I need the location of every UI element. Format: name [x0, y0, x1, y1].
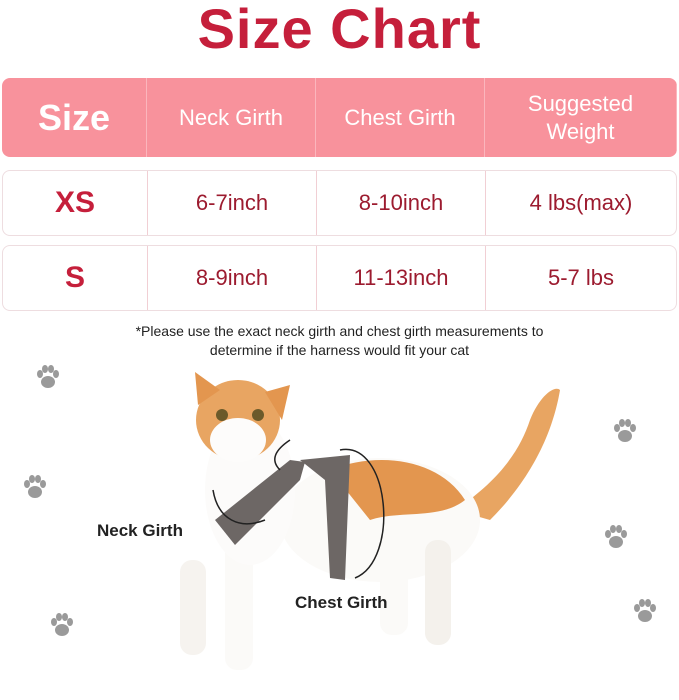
chest-cell: 11-13inch [317, 246, 486, 310]
chest-cell: 8-10inch [317, 171, 486, 235]
table-header: Size Neck Girth Chest Girth Suggested We… [2, 78, 677, 157]
neck-cell: 6-7inch [148, 171, 317, 235]
page-title: Size Chart [197, 0, 482, 60]
neck-cell: 8-9inch [148, 246, 317, 310]
header-neck-girth: Neck Girth [147, 78, 316, 157]
neck-girth-label: Neck Girth [97, 521, 183, 540]
paw-print-icon [614, 419, 636, 442]
header-suggested-weight: Suggested Weight [485, 78, 677, 157]
table-row: XS 6-7inch 8-10inch 4 lbs(max) [2, 170, 677, 236]
chest-girth-label: Chest Girth [295, 593, 388, 612]
table-row: S 8-9inch 11-13inch 5-7 lbs [2, 245, 677, 311]
weight-cell: 4 lbs(max) [529, 190, 633, 215]
paw-print-icon [605, 525, 627, 548]
size-cell: S [3, 246, 148, 310]
paw-print-icon [24, 475, 46, 498]
paw-print-icon [634, 599, 656, 622]
header-chest-girth: Chest Girth [316, 78, 485, 157]
weight-cell: 5-7 lbs [547, 265, 615, 290]
size-cell: XS [3, 171, 148, 235]
header-size: Size [2, 78, 147, 157]
paw-print-icon [51, 613, 73, 636]
measurement-note: *Please use the exact neck girth and che… [135, 323, 544, 358]
paw-print-icon [37, 365, 59, 388]
